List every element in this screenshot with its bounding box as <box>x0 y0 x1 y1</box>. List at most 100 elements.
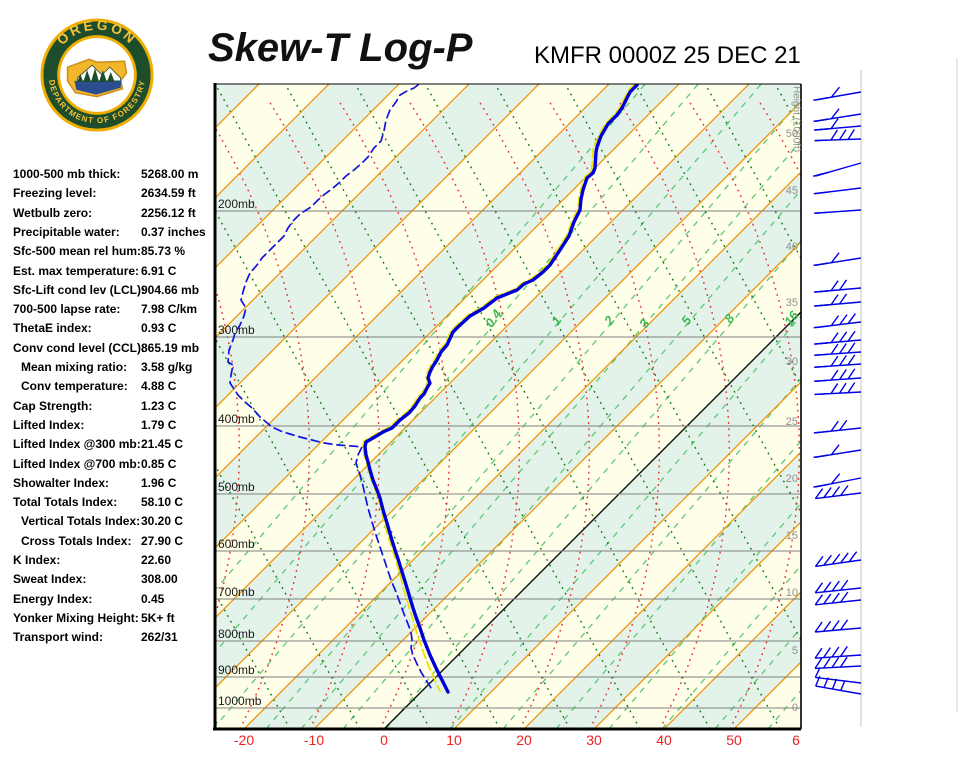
isotherm <box>215 84 470 339</box>
barb-line <box>840 485 849 496</box>
stat-value: 3.58 g/kg <box>141 360 193 374</box>
stat-value: 6.91 C <box>141 263 177 278</box>
moist-adiabat <box>354 84 711 729</box>
temp-axis-label: 30 <box>586 732 602 748</box>
temp-axis-label: 6 <box>792 732 800 748</box>
wind-barb <box>813 187 862 195</box>
barb-line <box>830 118 839 130</box>
dewpoint-curve <box>227 84 432 689</box>
isotherm <box>215 84 610 479</box>
stat-label: Lifted Index @700 mb: <box>13 456 141 471</box>
wind-barbs <box>813 86 862 695</box>
temp-axis-labels: -20 -10 0 10 20 30 40 50 6 <box>234 732 800 748</box>
temp-axis-label: -10 <box>304 732 324 748</box>
stat-label: Showalter Index: <box>13 475 110 490</box>
stat-label: Lifted Index @300 mb: <box>13 437 141 452</box>
barb-staff <box>815 676 862 684</box>
moist-adiabat <box>774 84 801 133</box>
barb-line <box>830 108 840 120</box>
stat-label: Wetbulb zero: <box>13 205 93 220</box>
stat-value: 0.37 inches <box>141 224 206 239</box>
mixing-ratio-line <box>215 84 762 728</box>
barb-flag <box>813 128 829 131</box>
moist-adiabat <box>215 84 571 729</box>
barb-line <box>823 677 829 688</box>
wind-barb <box>814 656 862 670</box>
barb-line <box>847 354 856 366</box>
barb-line <box>840 591 849 603</box>
station-datetime-label: KMFR 0000Z 25 DEC 21 <box>534 42 801 69</box>
stat-value: 865.19 mb <box>141 340 200 355</box>
mixing-ratio-line <box>300 139 801 729</box>
barb-line <box>814 667 821 678</box>
wind-barb <box>814 382 862 396</box>
moist-adiabat <box>215 209 501 729</box>
barb-flag <box>813 290 829 293</box>
stat-value: 4.88 C <box>141 379 177 394</box>
barb-line <box>830 129 838 141</box>
stat-value: 22.60 <box>141 553 172 567</box>
dry-adiabat <box>215 126 311 729</box>
barb-line <box>823 581 832 593</box>
isotherm <box>523 451 801 729</box>
pressure-label: 800mb <box>218 627 255 641</box>
stat-value: 0.85 C <box>141 456 177 471</box>
stat-label: Cross Totals Index: <box>21 533 132 548</box>
stat-label: Sfc-Lift cond lev (LCL): <box>13 282 145 297</box>
wind-barb <box>813 330 862 345</box>
wind-barb <box>813 419 862 434</box>
mixing-ratio-line <box>215 84 699 654</box>
barb-flag <box>814 353 829 356</box>
wind-barb <box>814 667 862 684</box>
barb-staff <box>815 599 862 606</box>
barb-line <box>839 314 848 326</box>
stat-value: 85.73 % <box>141 244 186 259</box>
barb-line <box>830 343 839 355</box>
stat-label: Precipitable water: <box>13 224 120 239</box>
barb-staff <box>815 685 862 695</box>
barb-line <box>831 620 840 631</box>
isotherm <box>0 84 119 729</box>
barb-flag <box>813 342 829 345</box>
wind-barb <box>814 342 862 356</box>
wind-barb <box>814 579 862 594</box>
moist-adiabat <box>215 463 361 729</box>
stat-value: 30.20 C <box>141 514 184 529</box>
isotherm <box>663 591 801 729</box>
stat-label: Sfc-500 mean rel hum: <box>13 244 142 259</box>
wind-barb <box>813 313 862 329</box>
barb-staff <box>815 587 862 594</box>
barb-flag <box>814 393 829 396</box>
height-axis-label: 50 <box>786 128 798 140</box>
logo-state-emblem <box>66 58 128 98</box>
dry-adiabat <box>337 98 451 729</box>
moist-adiabat <box>215 336 431 729</box>
barb-line <box>848 551 858 563</box>
moist-adiabat <box>215 718 221 729</box>
wind-barb <box>813 118 862 131</box>
stat-value: 904.66 mb <box>141 282 200 297</box>
pressure-labels: 200mb 300mb 400mb 500mb 600mb 700mb 800mb 900mb… <box>218 197 262 708</box>
pressure-label: 200mb <box>218 197 255 211</box>
barb-line <box>839 419 848 431</box>
dry-adiabat <box>687 98 801 729</box>
page-title: Skew-T Log-P <box>208 26 473 70</box>
barb-line <box>831 678 838 690</box>
isotherm <box>804 84 960 729</box>
barb-line <box>814 621 823 633</box>
barb-line <box>831 473 841 485</box>
wind-barb <box>814 368 862 382</box>
temp-band <box>215 102 801 729</box>
stat-label: Lifted Index: <box>13 417 85 432</box>
wind-barb <box>813 252 862 267</box>
barb-line <box>838 382 847 394</box>
barb-flag <box>814 211 829 214</box>
wind-barb <box>813 473 862 488</box>
isotherm <box>215 101 801 689</box>
isotherm <box>593 521 801 729</box>
barb-flag <box>813 171 830 177</box>
wind-barb <box>813 162 862 177</box>
barb-line <box>822 657 831 669</box>
zero-isotherm <box>383 311 801 729</box>
